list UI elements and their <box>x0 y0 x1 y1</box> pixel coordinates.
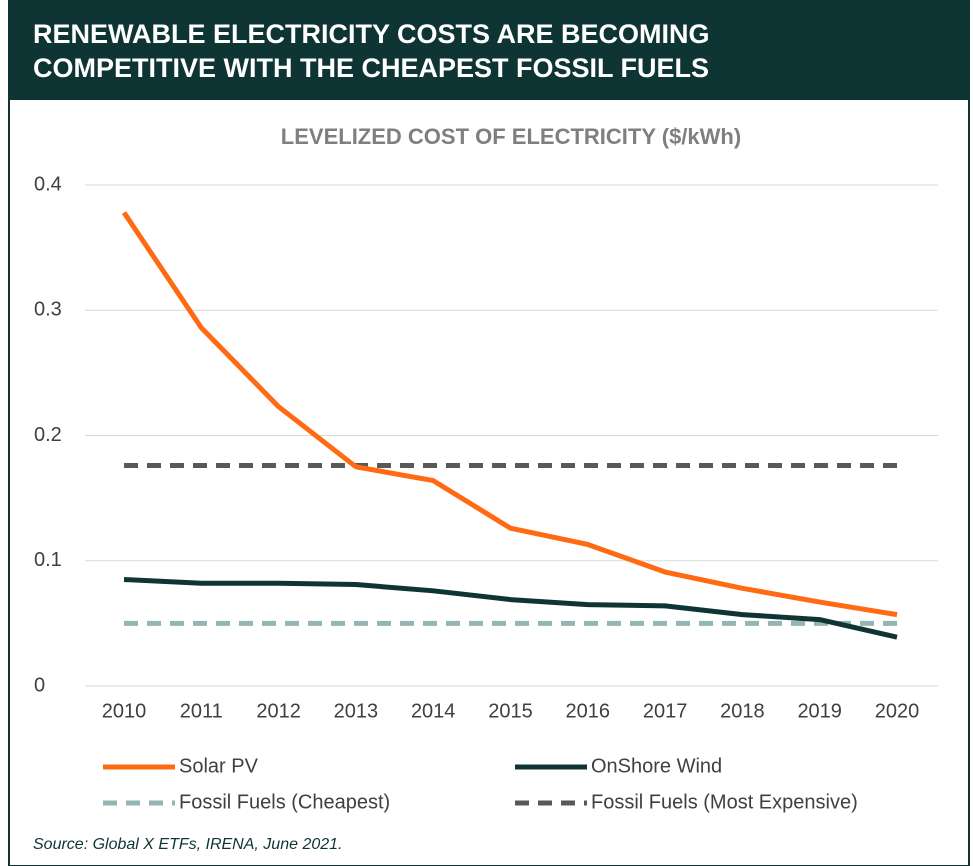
y-tick-label: 0.1 <box>34 549 62 571</box>
x-tick-label: 2018 <box>720 700 765 722</box>
y-tick-label: 0.2 <box>34 424 62 446</box>
heading: RENEWABLE ELECTRICITY COSTS ARE BECOMING <box>33 19 710 49</box>
legend-label: Solar PV <box>179 755 259 777</box>
x-tick-label: 2015 <box>488 700 533 722</box>
frame <box>8 0 970 866</box>
x-tick-label: 2014 <box>411 700 456 722</box>
series-line <box>121 211 898 618</box>
y-tick-label: 0.4 <box>34 173 62 195</box>
heading: COMPETITIVE WITH THE CHEAPEST FOSSIL FUE… <box>33 53 709 83</box>
chart-title: LEVELIZED COST OF ELECTRICITY ($/kWh) <box>281 124 741 149</box>
y-tick-label: 0.3 <box>34 299 62 321</box>
x-tick-label: 2010 <box>102 700 147 722</box>
y-tick-label: 0 <box>34 674 45 696</box>
x-tick-label: 2019 <box>797 700 842 722</box>
legend-label: OnShore Wind <box>591 755 722 777</box>
source: Source: Global X ETFs, IRENA, June 2021. <box>33 836 342 853</box>
x-tick-label: 2012 <box>256 700 301 722</box>
x-tick-label: 2020 <box>875 700 920 722</box>
series-line <box>123 577 898 640</box>
legend-label: Fossil Fuels (Most Expensive) <box>591 791 858 813</box>
x-tick-label: 2017 <box>643 700 688 722</box>
header <box>9 0 969 100</box>
legend-label: Fossil Fuels (Cheapest) <box>179 791 390 813</box>
x-tick-label: 2013 <box>334 700 379 722</box>
x-tick-label: 2016 <box>566 700 611 722</box>
x-tick-label: 2011 <box>180 700 223 722</box>
